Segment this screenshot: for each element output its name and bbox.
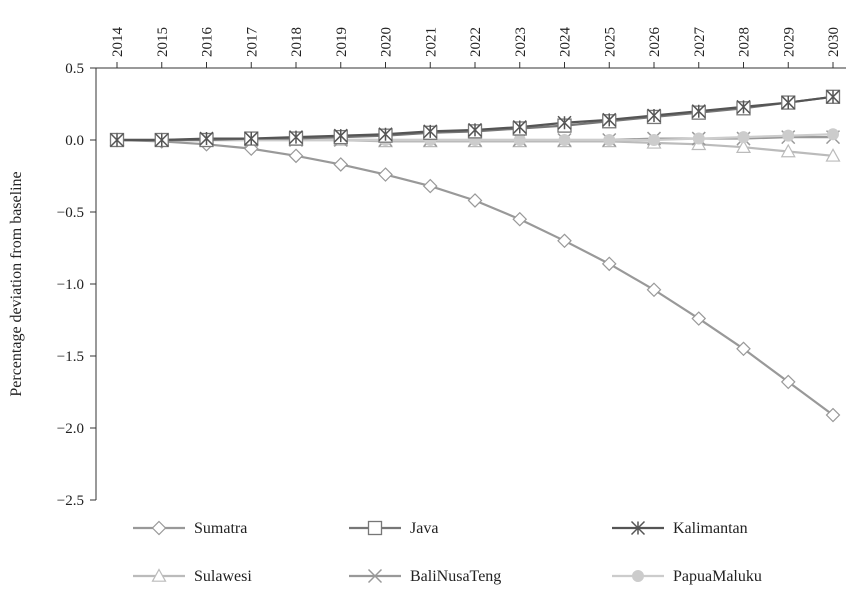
- legend-item-papuamaluku: PapuaMaluku: [612, 568, 762, 585]
- chart-axes: 0.5 0.0 −0.5 −1.0 −1.5 −2.0 −2.5 2014 2015 2016 20…: [8, 27, 846, 509]
- x-tick-label: 2017: [244, 27, 260, 58]
- chart-series-markers: [109, 89, 841, 423]
- data-point-papuamaluku: [558, 134, 571, 146]
- data-point-sumatra: [467, 193, 483, 208]
- data-point-sumatra: [646, 282, 662, 298]
- data-point-papuamaluku: [827, 128, 839, 141]
- x-tick-label: 2025: [602, 27, 618, 57]
- x-tick-label: 2021: [423, 27, 439, 57]
- legend-item-java: Java: [349, 520, 438, 537]
- data-point-sulawesi: [825, 148, 841, 162]
- data-point-sumatra: [333, 157, 349, 172]
- data-point-sumatra: [691, 311, 707, 326]
- data-point-kalimantan: [199, 131, 214, 146]
- data-point-sumatra: [601, 256, 617, 272]
- data-point-kalimantan: [691, 104, 706, 119]
- x-tick-label: 2016: [200, 27, 216, 58]
- data-point-kalimantan: [154, 132, 169, 148]
- legend-item-kalimantan: Kalimantan: [612, 520, 748, 537]
- x-tick-label: 2019: [334, 27, 350, 57]
- x-tick-label: 2029: [781, 27, 797, 57]
- legend-label: Kalimantan: [673, 520, 748, 537]
- x-tick-label: 2023: [513, 27, 529, 57]
- data-point-sumatra: [557, 233, 572, 249]
- series-line-sumatra: [116, 138, 834, 416]
- legend-item-balinusateng: BaliNusaTeng: [349, 568, 501, 585]
- data-point-kalimantan: [512, 120, 527, 135]
- chart-legend: Sumatra Java Kalimantan Sulawesi BaliNusaTen…: [133, 520, 762, 585]
- data-point-kalimantan: [736, 99, 751, 114]
- data-point-kalimantan: [825, 89, 841, 104]
- data-point-papuamaluku: [513, 134, 526, 146]
- x-tick-label: 2027: [692, 27, 708, 58]
- data-point-kalimantan: [288, 130, 304, 145]
- data-point-papuamaluku: [648, 134, 660, 146]
- legend-item-sulawesi: Sulawesi: [133, 568, 252, 585]
- data-point-sumatra: [825, 407, 841, 423]
- legend-marker: [151, 568, 167, 582]
- data-point-papuamaluku: [782, 129, 795, 142]
- data-point-papuamaluku: [737, 131, 750, 144]
- legend-label: PapuaMaluku: [673, 568, 762, 585]
- y-tick-label: −2.5: [57, 493, 84, 509]
- legend-marker: [632, 570, 644, 582]
- y-tick-label: −0.5: [57, 205, 84, 221]
- data-point-sumatra: [378, 167, 393, 182]
- data-point-sumatra: [512, 211, 528, 227]
- legend-item-sumatra: Sumatra: [133, 520, 247, 537]
- x-tick-label: 2026: [647, 27, 663, 58]
- legend-label: Java: [410, 520, 438, 537]
- data-point-sulawesi: [735, 139, 752, 153]
- data-point-kalimantan: [781, 95, 796, 110]
- data-point-sumatra: [736, 341, 751, 357]
- legend-marker: [151, 520, 167, 536]
- y-tick-label: −2.0: [57, 421, 84, 437]
- data-point-sumatra: [288, 148, 304, 164]
- x-tick-label: 2015: [155, 27, 171, 57]
- data-point-sulawesi: [780, 143, 796, 158]
- data-point-kalimantan: [244, 131, 259, 146]
- x-tick-label: 2020: [379, 27, 395, 57]
- y-tick-label: 0.5: [65, 61, 84, 77]
- legend-marker: [630, 520, 646, 536]
- legend-marker: [367, 520, 383, 536]
- data-point-kalimantan: [109, 132, 125, 148]
- data-point-sumatra: [422, 178, 438, 194]
- data-point-kalimantan: [557, 115, 572, 130]
- legend-label: BaliNusaTeng: [410, 568, 501, 585]
- y-tick-label: 0.0: [65, 133, 84, 149]
- y-tick-label: −1.0: [57, 277, 84, 293]
- legend-label: Sumatra: [194, 520, 247, 537]
- y-axis-title: Percentage deviation from baseline: [8, 171, 25, 396]
- data-point-kalimantan: [378, 127, 393, 142]
- legend-label: Sulawesi: [194, 568, 252, 585]
- x-tick-label: 2022: [468, 27, 484, 57]
- data-point-papuamaluku: [603, 134, 616, 146]
- legend-marker: [367, 568, 383, 584]
- y-tick-label: −1.5: [57, 349, 84, 365]
- x-tick-label: 2018: [289, 27, 305, 57]
- x-tick-label: 2014: [110, 27, 126, 58]
- data-point-kalimantan: [333, 128, 348, 143]
- x-tick-label: 2028: [737, 27, 753, 57]
- data-point-kalimantan: [602, 112, 617, 127]
- x-tick-label: 2030: [826, 27, 842, 57]
- data-point-papuamaluku: [692, 132, 705, 145]
- data-point-kalimantan: [467, 122, 483, 137]
- data-point-kalimantan: [423, 124, 438, 139]
- data-point-kalimantan: [646, 108, 662, 123]
- data-point-sumatra: [780, 374, 796, 390]
- x-tick-label: 2024: [558, 27, 574, 58]
